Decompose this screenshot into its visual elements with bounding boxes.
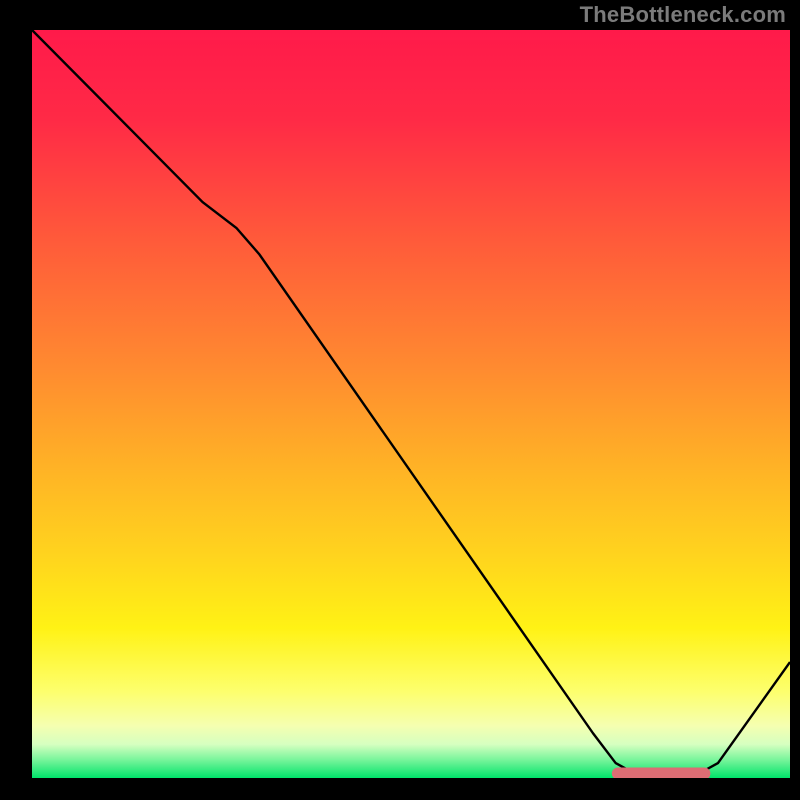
watermark-text: TheBottleneck.com — [580, 2, 786, 28]
plot-area — [32, 30, 790, 778]
background-rect — [32, 30, 790, 778]
chart-container: { "watermark": { "text": "TheBottleneck.… — [0, 0, 800, 800]
optimal-range-marker — [612, 768, 711, 778]
chart-svg — [32, 30, 790, 778]
